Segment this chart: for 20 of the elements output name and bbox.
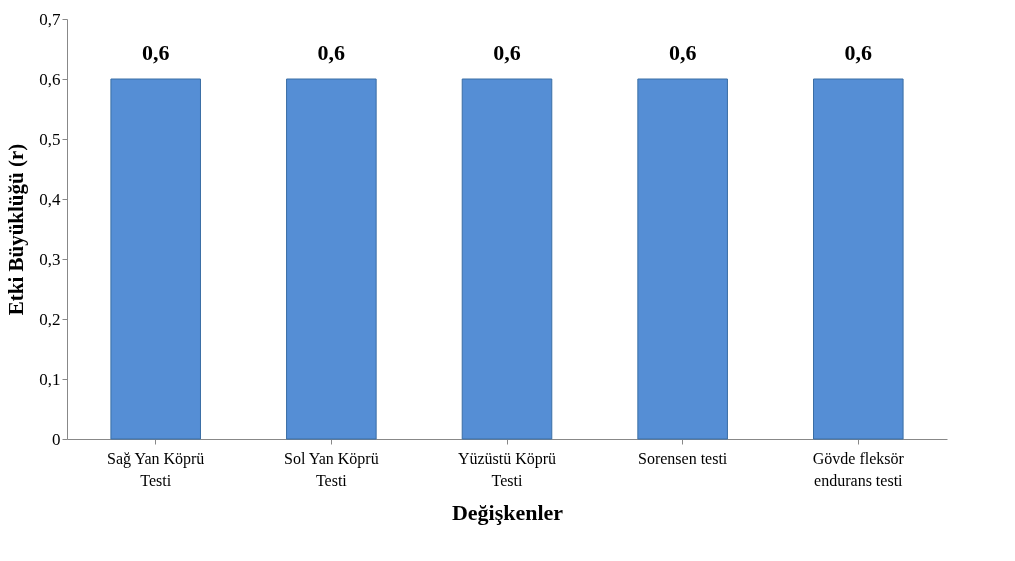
x-axis-title: Değişkenler [451, 499, 564, 525]
data-label: 0,6 [493, 40, 521, 65]
y-tick-label: 0,4 [39, 189, 61, 209]
x-tick-label: Gövde fleksör endurans testi [812, 449, 905, 489]
data-label: 0,6 [668, 40, 697, 65]
y-tick-label: 0,1 [39, 369, 61, 389]
y-axis-title: Etki Büyüklüğü (r) [4, 143, 29, 316]
x-tick-label: Yüzüstü Köprü Testi [457, 449, 557, 489]
y-tick-label: 0,3 [39, 249, 61, 269]
data-label: 0,6 [844, 40, 873, 65]
y-tick-label: 0 [52, 429, 61, 449]
data-label: 0,6 [141, 40, 170, 65]
y-tick-label: 0,2 [39, 309, 61, 329]
data-label: 0,6 [317, 40, 346, 65]
x-tick-label: Sol Yan Köprü Testi [284, 449, 379, 489]
y-tick-label: 0,5 [39, 129, 61, 149]
y-tick-label: 0,6 [39, 69, 61, 89]
y-tick-label: 0,7 [39, 9, 61, 29]
x-tick-label: Sağ Yan Köprü Testi [107, 449, 205, 489]
x-tick-label: Sorensen testi [637, 449, 728, 467]
